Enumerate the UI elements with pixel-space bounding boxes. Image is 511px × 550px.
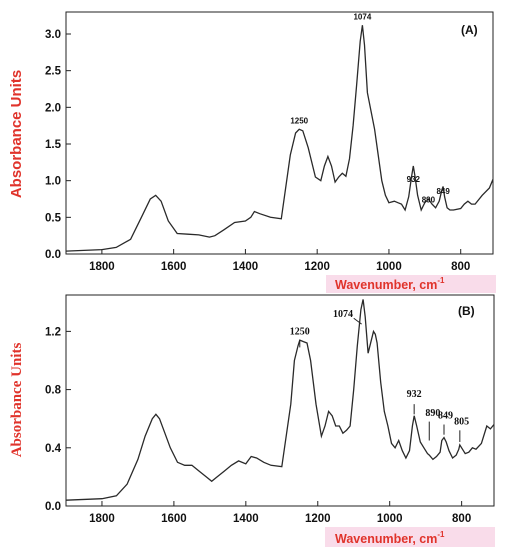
y-tick-label: 2.5 xyxy=(45,66,62,78)
peak-label: 849 xyxy=(438,411,453,422)
panel-a-x-axis-label: Wavenumber, cm-1 xyxy=(335,276,445,292)
x-tick-label: 1200 xyxy=(304,261,330,273)
peak-label: 890 xyxy=(422,196,436,205)
panel-b-frame xyxy=(65,294,495,507)
x-tick-label: 1200 xyxy=(305,513,331,525)
panel-a-x-axis-label-main: Wavenumber, cm xyxy=(335,278,437,292)
panel-b-label: (B) xyxy=(458,304,475,318)
x-tick-label: 1400 xyxy=(233,261,259,273)
y-tick-label: 0.5 xyxy=(45,212,62,224)
peak-leader-line xyxy=(353,317,362,325)
x-tick-label: 1800 xyxy=(89,261,115,273)
panel-a-x-ticks: 1800 1600 1400 1200 1000 800 xyxy=(89,249,470,273)
panel-b-x-axis-label-sup: -1 xyxy=(437,530,445,539)
y-tick-label: 0.4 xyxy=(45,443,62,455)
panel-a-y-ticks: 0.0 0.5 1.0 1.5 2.0 2.5 3.0 xyxy=(45,29,71,261)
x-tick-label: 1400 xyxy=(233,513,259,525)
x-tick-label: 800 xyxy=(452,513,471,525)
peak-label: 1250 xyxy=(290,116,308,125)
y-tick-label: 1.5 xyxy=(45,139,62,151)
panel-a-x-axis-label-bg xyxy=(326,275,496,293)
peak-label: 849 xyxy=(436,187,450,196)
x-tick-label: 1000 xyxy=(377,513,403,525)
panel-a: 0.0 0.5 1.0 1.5 2.0 2.5 3.0 1800 1600 1400 1200 10… xyxy=(8,11,496,293)
panel-a-x-axis-label-sup: -1 xyxy=(437,276,445,285)
peak-label: 1074 xyxy=(333,309,353,320)
panel-a-label: (A) xyxy=(461,23,478,37)
panel-b-spectrum-line xyxy=(65,299,495,501)
x-tick-label: 1600 xyxy=(161,261,187,273)
peak-label: 932 xyxy=(407,175,421,184)
panel-b-x-ticks: 1800 1600 1400 1200 1000 800 xyxy=(89,501,471,525)
panel-b-y-ticks: 0.0 0.4 0.8 1.2 xyxy=(45,326,71,513)
y-tick-label: 0.0 xyxy=(45,249,61,261)
panel-b-x-axis-label-main: Wavenumber, cm xyxy=(335,532,437,546)
x-tick-label: 1600 xyxy=(161,513,187,525)
peak-label: 805 xyxy=(454,417,469,428)
x-tick-label: 1000 xyxy=(376,261,402,273)
y-tick-label: 3.0 xyxy=(45,29,61,41)
peak-label: 890 xyxy=(425,408,440,419)
x-tick-label: 800 xyxy=(451,261,470,273)
panel-b: 0.0 0.4 0.8 1.2 1800 1600 1400 1200 1000 800 125… xyxy=(9,294,495,547)
y-tick-label: 0.8 xyxy=(45,385,62,397)
panel-a-spectrum-line xyxy=(65,25,494,252)
peak-label: 932 xyxy=(407,389,422,400)
panel-b-y-axis-label: Absorbance Units xyxy=(9,343,25,458)
y-tick-label: 2.0 xyxy=(45,102,61,114)
y-tick-label: 1.2 xyxy=(45,326,61,338)
y-tick-label: 0.0 xyxy=(45,501,61,513)
peak-label: 1074 xyxy=(353,12,371,21)
panel-b-x-axis-label: Wavenumber, cm-1 xyxy=(335,530,445,546)
peak-label: 1250 xyxy=(290,326,310,337)
panel-a-frame xyxy=(65,11,494,255)
x-tick-label: 1800 xyxy=(89,513,115,525)
panel-b-x-axis-label-bg xyxy=(325,527,495,547)
panel-a-y-axis-label: Absorbance Units xyxy=(8,70,25,198)
y-tick-label: 1.0 xyxy=(45,176,61,188)
